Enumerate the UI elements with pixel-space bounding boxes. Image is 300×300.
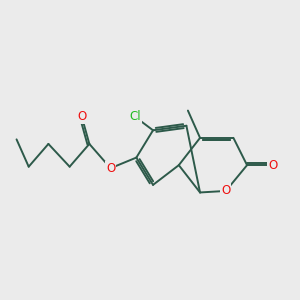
Text: O: O [268, 159, 278, 172]
Text: Cl: Cl [129, 110, 141, 123]
Text: O: O [77, 110, 86, 123]
Text: O: O [106, 162, 115, 175]
Text: O: O [221, 184, 230, 197]
